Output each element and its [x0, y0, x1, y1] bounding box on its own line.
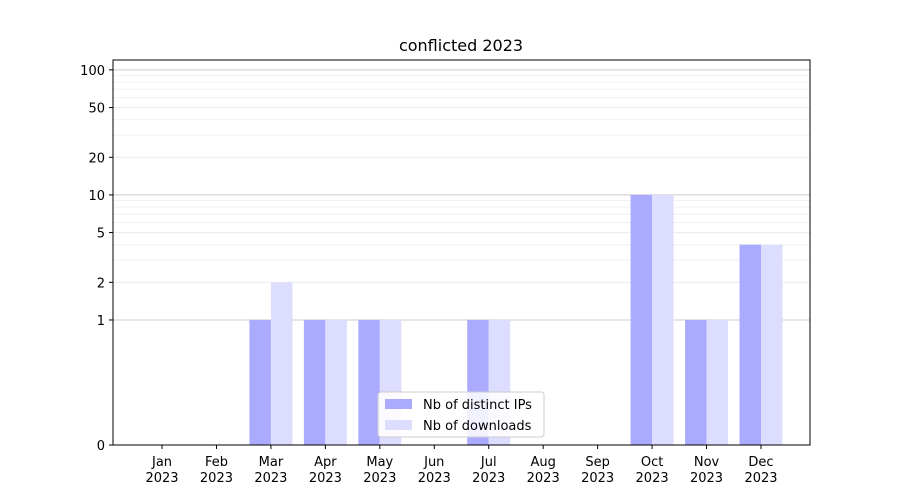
bar-distinct-ips [303, 319, 326, 445]
bar-distinct-ips [739, 244, 761, 445]
legend-label: Nb of downloads [423, 419, 532, 434]
y-tick-label: 0 [97, 439, 105, 454]
bars [249, 194, 783, 445]
x-tick-label: Jan 2023 [145, 455, 178, 486]
x-tick-label: Mar 2023 [254, 455, 287, 486]
bar-distinct-ips [358, 319, 380, 445]
legend-swatch [385, 420, 412, 430]
y-tick-label: 5 [97, 227, 105, 242]
x-tick-label: Sep 2023 [581, 455, 614, 486]
bar-downloads [760, 244, 783, 445]
y-tick-label: 20 [88, 151, 105, 166]
legend: Nb of distinct IPs Nb of downloads [377, 391, 545, 438]
y-tick-label: 10 [88, 189, 105, 204]
bar-downloads [270, 282, 293, 445]
bar-distinct-ips [685, 319, 707, 445]
bar-downloads [652, 194, 674, 445]
x-tick-label: Jul 2023 [472, 455, 505, 486]
x-tick-label: Feb 2023 [200, 455, 233, 486]
y-tick-label: 50 [88, 102, 105, 117]
x-tick-label: Oct 2023 [636, 455, 669, 486]
y-tick-label: 100 [80, 64, 105, 79]
y-tick-label: 1 [97, 314, 105, 329]
x-tick-label: Jun 2023 [418, 455, 451, 486]
legend-box [377, 391, 545, 438]
x-tick-label: Apr 2023 [309, 455, 342, 486]
bar-downloads [706, 319, 729, 445]
x-tick-label: Aug 2023 [527, 455, 560, 486]
bar-downloads [325, 319, 347, 445]
y-tick-label: 2 [97, 276, 105, 291]
x-tick-label: Nov 2023 [690, 455, 723, 486]
bar-distinct-ips [249, 319, 271, 445]
x-tick-label: Dec 2023 [744, 455, 777, 486]
axes: 0 1 2 5 10 20 50 100 Jan 2023 Feb 2023 Mar 2023 Apr 202… [80, 59, 811, 486]
legend-swatch [385, 399, 412, 409]
chart-title: conflicted 2023 [399, 36, 523, 55]
bar-distinct-ips [630, 194, 653, 445]
plot-frame [112, 59, 811, 446]
x-tick-label: May 2023 [363, 455, 396, 486]
legend-label: Nb of distinct IPs [423, 398, 532, 413]
